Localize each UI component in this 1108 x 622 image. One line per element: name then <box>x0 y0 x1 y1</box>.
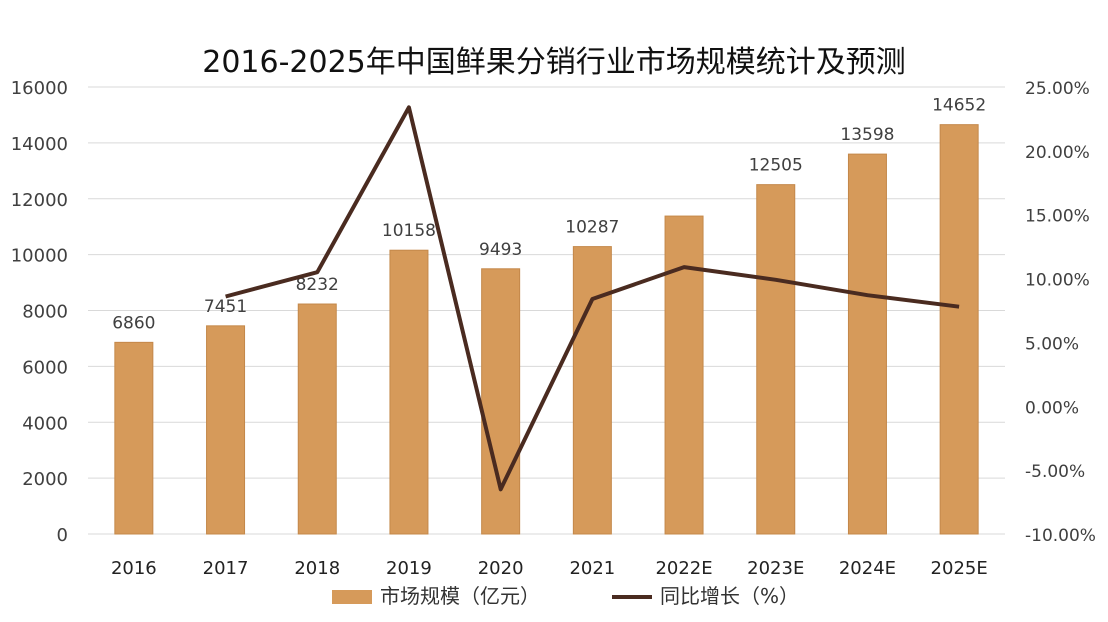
bar <box>206 325 246 535</box>
bar-data-label: 7451 <box>204 297 247 317</box>
x-tick-label: 2023E <box>747 558 804 579</box>
y-left-tick-label: 8000 <box>22 302 68 323</box>
y-left-tick-label: 16000 <box>11 78 68 99</box>
bar-data-label: 10158 <box>382 221 436 241</box>
bar-data-label: 9493 <box>479 240 522 260</box>
y-left-tick-label: 14000 <box>11 134 68 155</box>
y-left-tick-label: 2000 <box>22 469 68 490</box>
bar <box>389 249 429 535</box>
x-tick-label: 2016 <box>111 558 157 579</box>
bar-data-label: 10287 <box>565 218 619 238</box>
growth-line-series <box>225 105 960 492</box>
bar <box>756 184 796 535</box>
y-right-tick-label: 5.00% <box>1025 334 1079 354</box>
x-tick-label: 2024E <box>839 558 896 579</box>
right-axis-ticks: -10.00% -5.00% 0.00% 5.00% 10.00% 15.00% 20.00… <box>1025 79 1096 546</box>
x-tick-label: 2020 <box>478 558 524 579</box>
y-left-tick-label: 6000 <box>22 357 68 378</box>
y-left-tick-label: 4000 <box>22 413 68 434</box>
x-tick-label: 2025E <box>931 558 988 579</box>
bar <box>939 124 979 535</box>
bar <box>114 341 154 535</box>
x-tick-label: 2019 <box>386 558 432 579</box>
y-left-tick-label: 10000 <box>11 246 68 267</box>
y-right-tick-label: -5.00% <box>1025 462 1085 482</box>
bar-data-label: 6860 <box>112 313 155 333</box>
x-tick-label: 2021 <box>569 558 615 579</box>
legend-bar-swatch <box>332 590 372 604</box>
y-right-tick-label: 15.00% <box>1025 207 1090 227</box>
bar-data-label: 14652 <box>932 96 986 116</box>
y-right-tick-label: 0.00% <box>1025 398 1079 418</box>
bar <box>572 246 612 535</box>
legend: 市场规模（亿元） 同比增长（%） <box>332 584 799 608</box>
bar-data-label: 13598 <box>840 125 894 145</box>
bar <box>664 215 704 535</box>
legend-bar-label: 市场规模（亿元） <box>380 584 540 608</box>
x-tick-label: 2022E <box>655 558 712 579</box>
x-tick-label: 2017 <box>203 558 249 579</box>
growth-line <box>225 105 960 492</box>
bar <box>847 153 887 535</box>
bar-data-label: 12505 <box>749 156 803 176</box>
y-right-tick-label: 20.00% <box>1025 143 1090 163</box>
bar-data-label: 8232 <box>296 275 339 295</box>
legend-line-label: 同比增长（%） <box>660 584 799 608</box>
x-tick-label: 2018 <box>294 558 340 579</box>
bar <box>297 303 337 535</box>
bar-data-labels: 6860 7451 8232 10158 9493 10287 12505 13598 1465… <box>112 96 986 334</box>
y-left-tick-label: 0 <box>57 525 68 546</box>
y-right-tick-label: -10.00% <box>1025 526 1096 546</box>
y-right-tick-label: 25.00% <box>1025 79 1090 99</box>
chart-title: 2016-2025年中国鲜果分销行业市场规模统计及预测 <box>202 45 906 80</box>
bar-series <box>114 124 979 535</box>
y-right-tick-label: 10.00% <box>1025 271 1090 291</box>
y-left-tick-label: 12000 <box>11 190 68 211</box>
bar <box>481 268 521 535</box>
left-axis-ticks: 0 2000 4000 6000 8000 10000 12000 14000 16000 <box>11 78 68 546</box>
x-axis-ticks: 2016 2017 2018 2019 2020 2021 2022E 2023E 2024E 2… <box>111 558 988 579</box>
